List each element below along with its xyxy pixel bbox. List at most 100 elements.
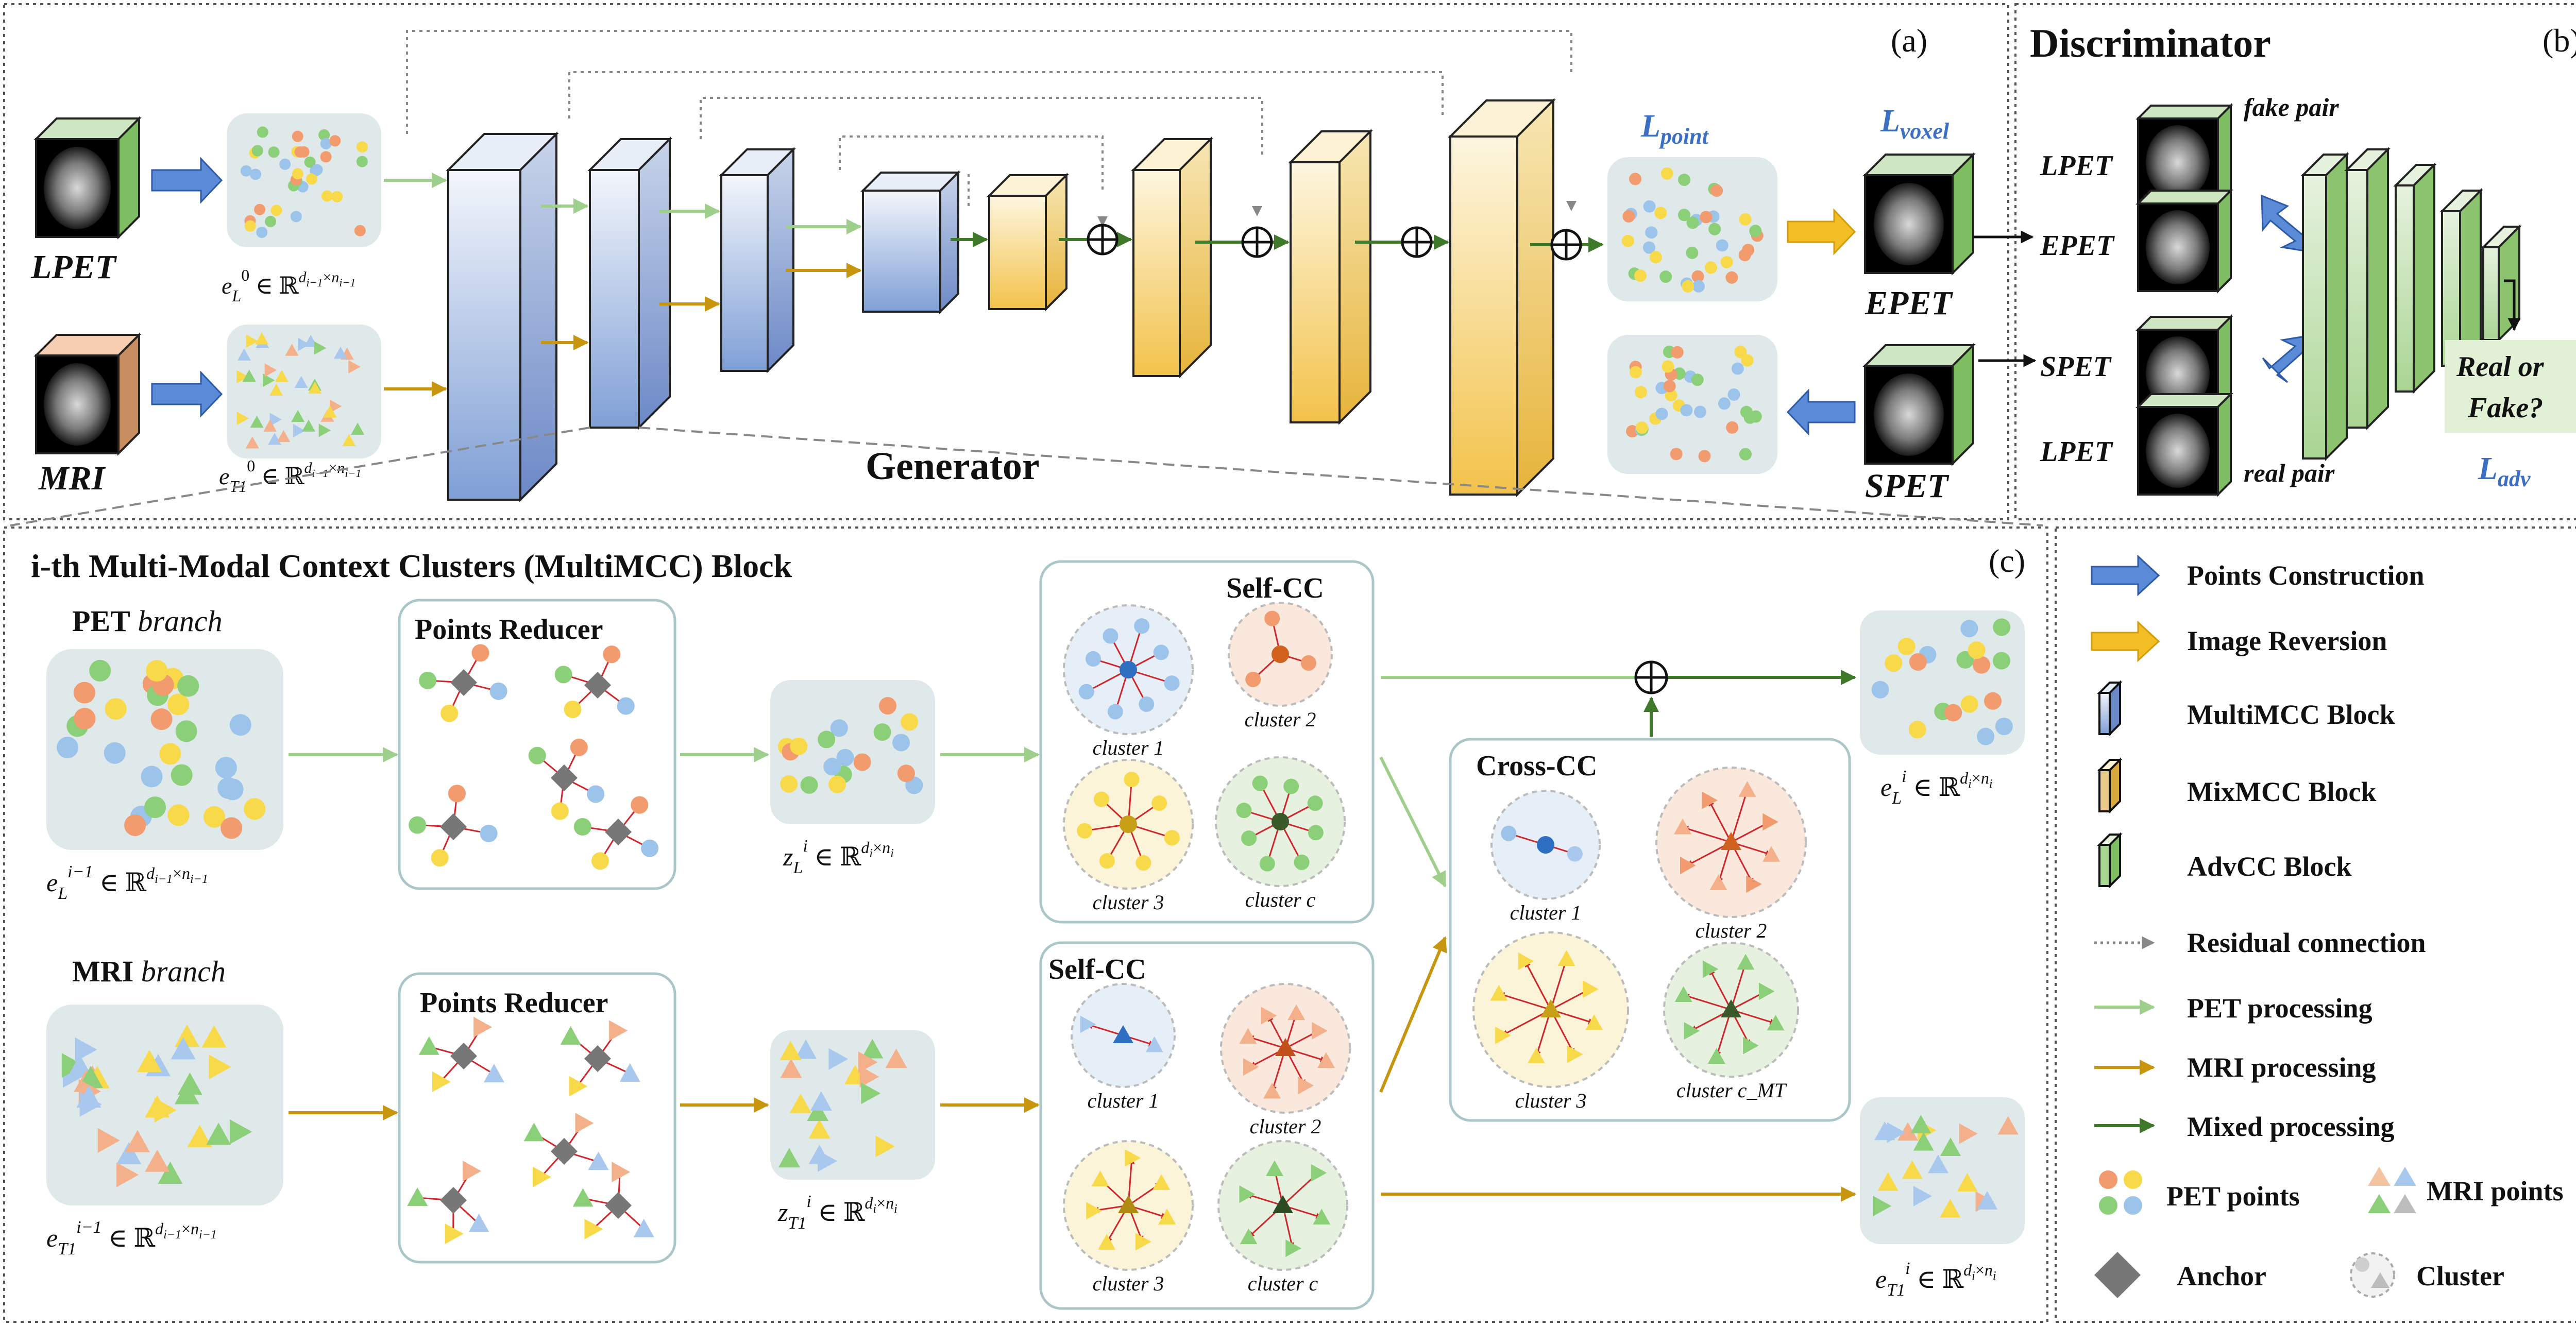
cluster-point <box>1151 795 1167 811</box>
legend-pet: PET processing <box>2187 993 2372 1024</box>
pet-point <box>790 737 808 755</box>
mri-point <box>245 436 259 449</box>
pet-point <box>73 682 95 704</box>
cluster-label: cluster c <box>1248 1272 1318 1295</box>
pet-point <box>249 168 261 180</box>
disc-black-arrows <box>1973 230 2037 367</box>
cluster-link <box>1731 1009 1776 1025</box>
advcc-block <box>2395 184 2415 393</box>
mri-point <box>468 1213 489 1232</box>
pet-point <box>1749 410 1762 423</box>
mri-point <box>1091 1170 1109 1186</box>
pet-point <box>144 796 166 819</box>
pet-point <box>800 776 818 794</box>
mri-point <box>575 1113 594 1134</box>
pet-point <box>221 817 243 839</box>
advcc-block-side <box>2366 147 2389 430</box>
pet-point <box>167 693 190 716</box>
mri-point <box>1490 984 1508 1001</box>
mri-point <box>1913 1132 1934 1151</box>
pet-point <box>830 719 848 737</box>
zL-points <box>778 697 923 794</box>
pet-point <box>1909 653 1927 671</box>
cluster-point <box>1099 853 1115 869</box>
pet-point <box>222 778 244 801</box>
pet-point <box>1621 234 1634 247</box>
mri-point <box>1702 960 1719 978</box>
output-point-cloud-spet <box>1607 335 1777 474</box>
cluster-link <box>1682 826 1732 843</box>
pet-point <box>409 816 427 834</box>
mri-point <box>171 1037 196 1060</box>
mri-point <box>1997 1116 2019 1135</box>
panel-a-label: (a) <box>1891 22 1927 59</box>
disc-output-arrow <box>2504 279 2521 331</box>
mri-point <box>1263 1082 1281 1099</box>
cluster-center <box>1120 661 1137 678</box>
anchor-icon <box>584 1045 611 1072</box>
pet-point <box>1727 388 1740 401</box>
mri-input-cube <box>33 332 142 456</box>
advcc-block <box>2482 246 2500 341</box>
mri-point <box>1674 818 1692 835</box>
mri-point <box>116 1142 142 1164</box>
cluster-link <box>1267 1015 1286 1049</box>
pet-point <box>1993 652 2011 670</box>
mri-point <box>1265 1160 1283 1177</box>
cluster-label: cluster 1 <box>1093 736 1164 759</box>
pet-point <box>320 138 332 149</box>
disc-real-pair: real pair <box>2244 458 2335 487</box>
mri-point <box>1086 1202 1102 1220</box>
cluster-point <box>1567 846 1583 862</box>
mri-point <box>174 1025 199 1047</box>
mixed-arrows-a <box>951 232 1604 252</box>
cluster-point <box>1241 830 1257 846</box>
self-cc-top-clusters: cluster 1 cluster 2 cluster 3 cluster c <box>1063 602 1346 914</box>
mri-point <box>293 423 306 437</box>
pet-point <box>591 852 609 870</box>
pet-point <box>587 785 605 803</box>
mri-arrows-a <box>384 263 862 397</box>
mri-point <box>209 1055 231 1080</box>
mri-point <box>861 1039 884 1059</box>
pet-point <box>901 713 919 731</box>
pet-point <box>554 666 572 684</box>
mri-point <box>145 1149 170 1172</box>
pet-point <box>1671 346 1684 359</box>
cluster-center <box>1721 999 1741 1017</box>
zT1-points <box>778 1039 907 1172</box>
advcc-block-side <box>2498 224 2520 343</box>
mri-point <box>1098 1234 1116 1250</box>
mri-point <box>1518 952 1534 970</box>
zL-label: zLi ∈ ℝdi×ni <box>783 837 894 877</box>
anchor-icon <box>551 1138 578 1165</box>
pet-branch-points <box>57 659 266 839</box>
points-reducer-bottom-content <box>407 1016 654 1244</box>
cluster-link <box>1730 962 1747 1010</box>
anchor-icon <box>450 1043 477 1069</box>
pet-point <box>1871 681 1889 699</box>
cluster-point <box>1252 775 1268 791</box>
cluster-point <box>1294 854 1310 870</box>
pet-point <box>1686 216 1699 229</box>
mri-point <box>532 1166 551 1187</box>
cluster-point <box>1300 655 1316 671</box>
spet-output-cube <box>1862 343 1976 466</box>
pet-point <box>528 746 546 764</box>
pet-point <box>321 190 333 202</box>
legend-mri-points-icon <box>2368 1167 2416 1213</box>
pet-point <box>570 738 588 756</box>
pet-point <box>257 126 268 138</box>
mri-point <box>1684 1022 1700 1040</box>
cluster-link <box>1683 993 1732 1011</box>
pet-point <box>1629 173 1642 185</box>
mri-point <box>263 373 275 387</box>
pet-point <box>1677 209 1690 222</box>
mri-point <box>318 423 331 437</box>
cluster-center <box>1113 1025 1133 1043</box>
output-point-cloud-epet <box>1607 157 1777 301</box>
decision-line2: Fake? <box>2467 392 2543 424</box>
pet-point <box>167 804 190 826</box>
multimcc-block-1 <box>446 131 559 502</box>
